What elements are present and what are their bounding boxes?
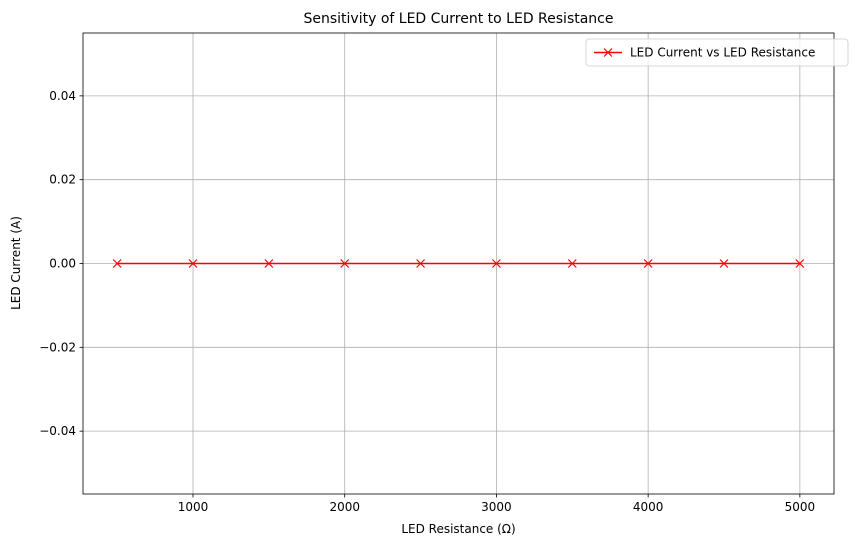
x-tick-label: 4000 (633, 500, 664, 514)
data-point-marker (264, 259, 274, 268)
x-tick-label: 5000 (785, 500, 816, 514)
data-point-marker (340, 259, 350, 268)
legend-entry-label: LED Current vs LED Resistance (630, 46, 815, 60)
data-point-marker (492, 259, 501, 268)
data-point-marker (643, 259, 653, 268)
legend-marker-glyph (603, 48, 613, 57)
legend-box (585, 38, 849, 67)
legend-marker-x (603, 48, 613, 57)
chart-title: Sensitivity of LED Current to LED Resist… (303, 11, 613, 27)
data-point-marker (188, 259, 198, 268)
legend: LED Current vs LED Resistance (585, 38, 849, 67)
data-point-marker (795, 259, 805, 268)
x-tick-label: 3000 (481, 500, 512, 514)
y-tick-label: −0.04 (39, 424, 76, 438)
y-tick-label: 0.04 (49, 89, 76, 103)
x-tick-label: 2000 (329, 500, 360, 514)
data-point-marker (416, 259, 425, 268)
data-point-marker (719, 259, 729, 268)
data-point-marker (112, 259, 122, 268)
ticks: 1000 2000 3000 4000 5000 −0.04 −0.02 0.00 0.02 0.… (39, 89, 815, 514)
y-tick-label: 0.02 (49, 173, 76, 187)
x-axis-label: LED Resistance (Ω) (401, 522, 515, 536)
series-layer (112, 259, 805, 268)
y-axis-label: LED Current (A) (9, 216, 23, 310)
y-tick-label: 0.00 (49, 257, 76, 271)
x-tick-label: 1000 (178, 500, 209, 514)
data-point-marker (567, 259, 577, 268)
y-tick-label: −0.02 (39, 340, 76, 354)
